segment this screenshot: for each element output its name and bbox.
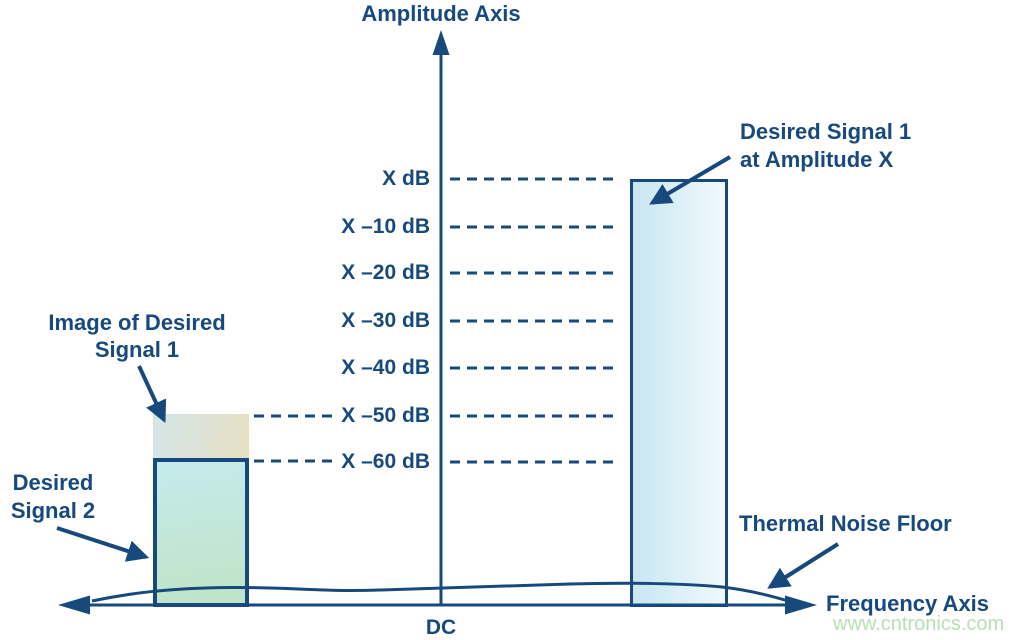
desired-signal-1-arrow <box>649 155 732 205</box>
image-of-desired-signal-1-region <box>153 414 249 460</box>
frequency-axis-title: Frequency Axis <box>826 591 990 616</box>
desired-signal-1-label-line2: at Amplitude X <box>740 147 894 172</box>
thermal-noise-floor-arrow <box>767 542 840 589</box>
amplitude-axis-title: Amplitude Axis <box>361 1 521 26</box>
desired-signal-1-label: Desired Signal 1 at Amplitude X <box>740 118 911 174</box>
image-of-signal-1-arrow <box>137 365 167 423</box>
image-of-signal-1-label: Image of Desired Signal 1 <box>28 309 246 363</box>
amplitude-tick-x-30db: X –30 dB <box>341 309 430 332</box>
right-arrowhead-icon <box>785 595 817 615</box>
amplitude-tick-x-10db: X –10 dB <box>341 215 430 238</box>
left-arrowhead-icon <box>58 595 90 615</box>
desired-signal-1-bar <box>630 179 728 607</box>
thermal-noise-floor-curve <box>91 581 796 605</box>
amplitude-tick-x-20db: X –20 dB <box>341 261 430 284</box>
desired-signal-2-label: Desired Signal 2 <box>0 469 106 525</box>
up-arrowhead-icon <box>432 30 450 55</box>
desired-signal-2-arrow <box>56 526 150 562</box>
dc-origin-label: DC <box>425 616 457 639</box>
image-of-signal-1-label-line1: Image of Desired <box>48 310 226 335</box>
amplitude-tick-x-60db: X –60 dB <box>341 450 430 473</box>
image-of-signal-1-label-line2: Signal 1 <box>94 337 180 362</box>
desired-signal-1-label-line1: Desired Signal 1 <box>740 119 912 144</box>
amplitude-tick-x-50db: X –50 dB <box>341 404 430 427</box>
watermark-text: www.cntronics.com <box>833 613 1005 635</box>
amplitude-tick-x-40db: X –40 dB <box>341 356 430 379</box>
amplitude-tick-xdb: X dB <box>382 167 430 190</box>
desired-signal-2-label-line1: Desired <box>12 470 94 495</box>
thermal-noise-floor-label: Thermal Noise Floor <box>739 511 952 536</box>
desired-signal-2-label-line2: Signal 2 <box>10 498 96 523</box>
